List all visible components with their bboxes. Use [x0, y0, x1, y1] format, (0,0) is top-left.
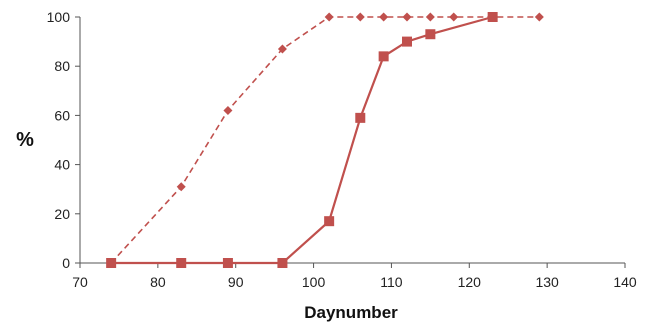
- y-axis-label: %: [16, 129, 34, 151]
- data-point-square: [277, 258, 288, 268]
- data-point-square: [324, 216, 335, 227]
- data-point-diamond: [425, 12, 435, 22]
- series-line-2: [111, 15, 493, 265]
- data-point-square: [378, 51, 389, 62]
- data-point-diamond: [277, 44, 287, 54]
- data-point-square: [355, 112, 366, 123]
- data-point-diamond: [534, 12, 544, 22]
- x-tick-label: 100: [302, 274, 326, 290]
- x-tick-label: 110: [380, 274, 403, 290]
- x-tick-label: 90: [228, 274, 244, 290]
- series-line-1: [110, 16, 540, 264]
- data-point-square: [222, 258, 233, 268]
- data-point-square: [402, 36, 412, 47]
- x-axis: 70 80 90 100 110 120 130 140: [72, 262, 637, 290]
- x-axis-label: Daynumber: [304, 303, 398, 322]
- data-point-diamond: [355, 12, 365, 22]
- data-point-square: [176, 258, 187, 268]
- y-tick-label: 100: [47, 9, 71, 25]
- x-tick-label: 120: [458, 274, 482, 290]
- series-layer: [106, 12, 544, 268]
- y-tick-label: 80: [54, 58, 70, 74]
- data-point-diamond: [324, 12, 334, 22]
- data-point-diamond: [449, 12, 459, 22]
- data-point-square: [106, 258, 117, 268]
- data-point-diamond: [379, 12, 389, 22]
- data-point-diamond: [223, 105, 233, 115]
- data-point-square: [487, 12, 498, 22]
- data-point-diamond: [176, 182, 186, 192]
- x-tick-label: 70: [72, 274, 88, 290]
- data-point-square: [425, 29, 436, 40]
- data-point-diamond: [402, 12, 412, 22]
- x-tick-label: 80: [150, 274, 166, 290]
- x-tick-label: 130: [535, 274, 559, 290]
- y-tick-label: 40: [54, 157, 70, 173]
- y-tick-label: 60: [54, 107, 70, 123]
- x-tick-label: 140: [613, 274, 637, 290]
- y-axis: 0 20 40 60 80 100: [47, 9, 81, 271]
- y-tick-label: 0: [62, 255, 70, 271]
- y-tick-label: 20: [54, 206, 70, 222]
